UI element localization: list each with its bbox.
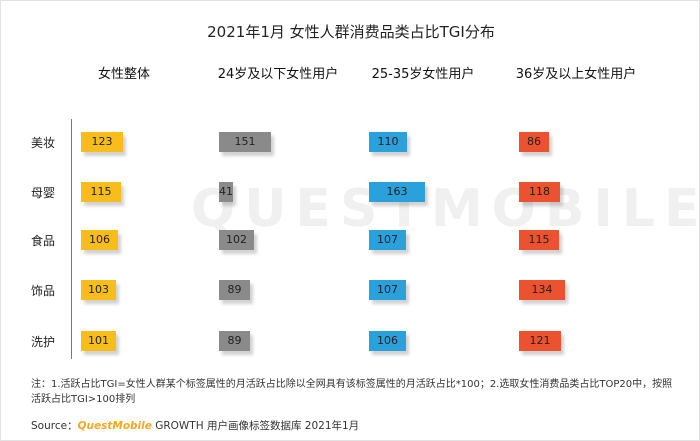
- bar-value-label: 89: [227, 283, 242, 296]
- bar-value-label: 89: [227, 334, 242, 347]
- category-axis-line: [71, 119, 72, 359]
- bar-s1-c5: 101: [81, 331, 116, 351]
- bar-s2-c4: 89: [219, 280, 250, 300]
- bar-s2-c3: 102: [219, 230, 254, 250]
- bar-s3-c4: 107: [369, 280, 406, 300]
- bar-s4-c3: 115: [519, 230, 559, 250]
- bar-value-label: 106: [89, 233, 110, 246]
- bar-value-label: 107: [377, 233, 398, 246]
- bar-value-label: 101: [88, 334, 109, 347]
- bar-value-label: 121: [529, 334, 551, 347]
- bar-s3-c5: 106: [369, 331, 406, 351]
- bar-s3-c3: 107: [369, 230, 406, 250]
- column-heading-3: 25-35岁女性用户: [371, 67, 475, 82]
- bar-value-label: 107: [377, 283, 398, 296]
- bar-s4-c5: 121: [519, 331, 561, 351]
- category-label-3: 食品: [31, 234, 56, 248]
- bar-value-label: 115: [528, 233, 550, 246]
- bar-value-label: 86: [527, 135, 541, 148]
- watermark: QUESTMOBILE: [191, 179, 700, 239]
- bar-value-label: 41: [219, 185, 233, 198]
- source-line: Source：QuestMobile GROWTH 用户画像标签数据库 2021…: [31, 418, 359, 433]
- bar-value-label: 110: [377, 135, 399, 148]
- bar-value-label: 123: [91, 135, 113, 148]
- bar-value-label: 106: [377, 334, 398, 347]
- bar-value-label: 102: [226, 233, 247, 246]
- bar-value-label: 151: [234, 135, 256, 148]
- column-heading-1: 女性整体: [97, 67, 150, 82]
- chart-title: 2021年1月 女性人群消费品类占比TGI分布: [207, 23, 495, 41]
- column-heading-2: 24岁及以下女性用户: [217, 67, 339, 82]
- bar-s2-c2: 41: [219, 182, 233, 202]
- category-label-5: 洗护: [31, 335, 56, 349]
- bar-s1-c1: 123: [81, 132, 123, 152]
- bar-value-label: 134: [531, 283, 553, 296]
- bar-value-label: 118: [529, 185, 550, 198]
- brand-name: QuestMobile: [77, 420, 152, 432]
- source-text: GROWTH 用户画像标签数据库 2021年1月: [151, 420, 360, 432]
- bar-s2-c1: 151: [219, 132, 271, 152]
- bar-s1-c2: 115: [81, 182, 121, 202]
- category-label-1: 美妆: [31, 136, 56, 150]
- bar-s4-c4: 134: [519, 280, 565, 300]
- bar-s1-c4: 103: [81, 280, 116, 300]
- bar-s3-c2: 163: [369, 182, 425, 202]
- category-label-4: 饰品: [31, 284, 56, 298]
- source-prefix: Source：: [31, 420, 78, 432]
- bar-value-label: 163: [386, 185, 408, 198]
- bar-s2-c5: 89: [219, 331, 250, 351]
- bar-value-label: 115: [90, 185, 112, 198]
- bar-s4-c1: 86: [519, 132, 549, 152]
- bar-s3-c1: 110: [369, 132, 407, 152]
- column-heading-4: 36岁及以上女性用户: [515, 67, 637, 82]
- bar-s4-c2: 118: [519, 182, 560, 202]
- category-label-2: 母婴: [31, 186, 56, 200]
- bar-value-label: 103: [88, 283, 109, 296]
- footnote: 注：1.活跃占比TGI=女性人群某个标签属性的月活跃占比除以全网具有该标签属性的…: [31, 379, 673, 405]
- bar-s1-c3: 106: [81, 230, 118, 250]
